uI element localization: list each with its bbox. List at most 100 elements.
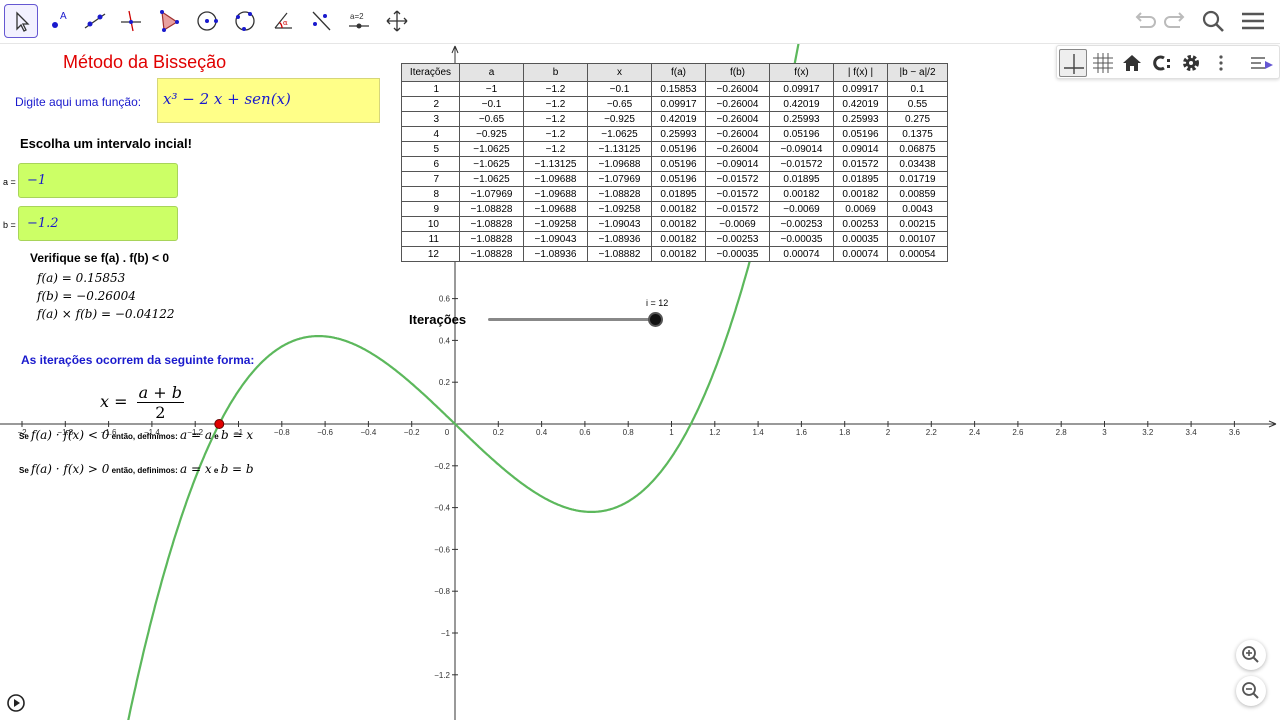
zoom-out-button[interactable] — [1236, 676, 1266, 706]
table-cell: 0.42019 — [770, 97, 834, 112]
menu-icon — [1238, 6, 1268, 36]
table-cell: 1 — [402, 82, 460, 97]
table-row: 5 −1.0625 −1.2 −1.13125 0.05196 −0.26004 −0.09… — [402, 142, 948, 157]
table-cell: 0.25993 — [770, 112, 834, 127]
table-cell: 2 — [402, 97, 460, 112]
x-tick-label: 0.8 — [623, 428, 635, 437]
table-cell: 0.05196 — [652, 142, 706, 157]
x-tick-label: 3 — [1102, 428, 1107, 437]
move-tool-button[interactable] — [4, 4, 38, 38]
table-row: 9 −1.08828 −1.09688 −1.09258 0.00182 −0.01572… — [402, 202, 948, 217]
labels-button[interactable] — [1147, 49, 1175, 77]
table-cell: −0.01572 — [706, 187, 770, 202]
table-row: 10 −1.08828 −1.09258 −1.09043 0.00182 −0.0069… — [402, 217, 948, 232]
rule-negative: Se f(a) · f(x) < 0 então, definimos: a =… — [19, 428, 253, 442]
point-tool-button[interactable]: A — [42, 4, 76, 38]
table-cell: 0.00182 — [652, 247, 706, 262]
function-input[interactable]: x³ − 2 x + sen(x) — [157, 78, 380, 123]
reflect-tool-button[interactable] — [304, 4, 338, 38]
home-icon — [1118, 49, 1146, 77]
polygon-tool-button[interactable] — [152, 4, 186, 38]
table-cell: 7 — [402, 172, 460, 187]
undo-button[interactable] — [1128, 6, 1158, 36]
table-cell: −1.08882 — [588, 247, 652, 262]
rule1-and: e — [214, 432, 218, 441]
table-row: 4 −0.925 −1.2 −1.0625 0.25993 −0.26004 0.05196… — [402, 127, 948, 142]
perpendicular-icon — [118, 8, 144, 34]
rule2-b: b = b — [221, 462, 254, 476]
verify-heading: Verifique se f(a) . f(b) < 0 — [30, 251, 169, 265]
table-cell: −1.0625 — [460, 142, 524, 157]
standard-view-button[interactable] — [1118, 49, 1146, 77]
settings-button[interactable] — [1177, 49, 1205, 77]
table-cell: 0.25993 — [652, 127, 706, 142]
table-cell: −1.08828 — [460, 217, 524, 232]
formula-lhs: x = — [100, 392, 128, 411]
iterations-slider-track[interactable] — [488, 318, 656, 321]
fa-value: f(a) = 0.15853 — [37, 271, 125, 285]
play-icon — [6, 693, 26, 713]
table-cell: 0.01719 — [888, 172, 948, 187]
table-cell: −0.1 — [460, 97, 524, 112]
table-cell: −1.08828 — [460, 247, 524, 262]
table-cell: 0.00074 — [834, 247, 888, 262]
table-cell: −1.08936 — [588, 232, 652, 247]
b-input[interactable]: −1.2 — [18, 206, 178, 241]
table-cell: −1.09258 — [588, 202, 652, 217]
table-cell: −1.09688 — [524, 202, 588, 217]
axes-icon — [1060, 50, 1088, 78]
angle-tool-button[interactable]: α — [266, 4, 300, 38]
table-row: 2 −0.1 −1.2 −0.65 0.09917 −0.26004 0.42019 0.42… — [402, 97, 948, 112]
table-cell: −1.09688 — [524, 172, 588, 187]
table-cell: −1.09688 — [588, 157, 652, 172]
table-cell: 0.00215 — [888, 217, 948, 232]
move-view-tool-button[interactable] — [380, 4, 414, 38]
y-tick-label: 0.6 — [439, 295, 451, 304]
table-cell: −0.925 — [588, 112, 652, 127]
table-cell: 11 — [402, 232, 460, 247]
rule2-condition: f(a) · f(x) > 0 — [31, 462, 109, 476]
algebra-toggle-button[interactable] — [1247, 49, 1275, 77]
table-row: 8 −1.07969 −1.09688 −1.08828 0.01895 −0.01572… — [402, 187, 948, 202]
table-cell: 0.1375 — [888, 127, 948, 142]
play-animation-button[interactable] — [6, 693, 26, 713]
ellipse-tool-button[interactable] — [228, 4, 262, 38]
rule2-then: então, definimos: — [112, 466, 178, 475]
table-header-cell: | f(x) | — [834, 64, 888, 82]
zoom-in-button[interactable] — [1236, 640, 1266, 670]
circle-tool-button[interactable] — [190, 4, 224, 38]
table-cell: 0.00859 — [888, 187, 948, 202]
table-cell: −1.2 — [524, 127, 588, 142]
rule2-a: a = x — [180, 462, 212, 476]
search-button[interactable] — [1198, 6, 1228, 36]
a-input-label: a = — [3, 177, 16, 187]
table-cell: 0.01895 — [834, 172, 888, 187]
main-menu-button[interactable] — [1238, 6, 1268, 36]
a-input-value: −1 — [27, 173, 46, 188]
cursor-arrow-icon — [9, 9, 35, 35]
line-tool-button[interactable] — [78, 4, 112, 38]
table-cell: −1.08828 — [460, 202, 524, 217]
table-row: 7 −1.0625 −1.09688 −1.07969 0.05196 −0.01572 0… — [402, 172, 948, 187]
more-options-button[interactable] — [1207, 49, 1235, 77]
perpendicular-tool-button[interactable] — [114, 4, 148, 38]
three-point-circle-icon — [232, 8, 258, 34]
table-cell: 9 — [402, 202, 460, 217]
table-cell: 0.03438 — [888, 157, 948, 172]
grid-toggle[interactable] — [1089, 49, 1117, 77]
iterations-slider-thumb[interactable] — [648, 312, 663, 327]
a-input[interactable]: −1 — [18, 163, 178, 198]
x-tick-label: 1.6 — [796, 428, 808, 437]
table-cell: −1.08936 — [524, 247, 588, 262]
grid-icon — [1089, 49, 1117, 77]
axes-toggle[interactable] — [1059, 49, 1087, 77]
table-cell: 0.05196 — [652, 172, 706, 187]
redo-button[interactable] — [1162, 6, 1192, 36]
table-cell: 0.15853 — [652, 82, 706, 97]
slider-tool-button[interactable]: a=2 — [342, 4, 376, 38]
algebra-toggle-icon — [1247, 49, 1275, 77]
table-cell: −0.65 — [460, 112, 524, 127]
table-cell: −1.2 — [524, 97, 588, 112]
table-cell: −1.09688 — [524, 187, 588, 202]
x-tick-label: 2.2 — [926, 428, 938, 437]
